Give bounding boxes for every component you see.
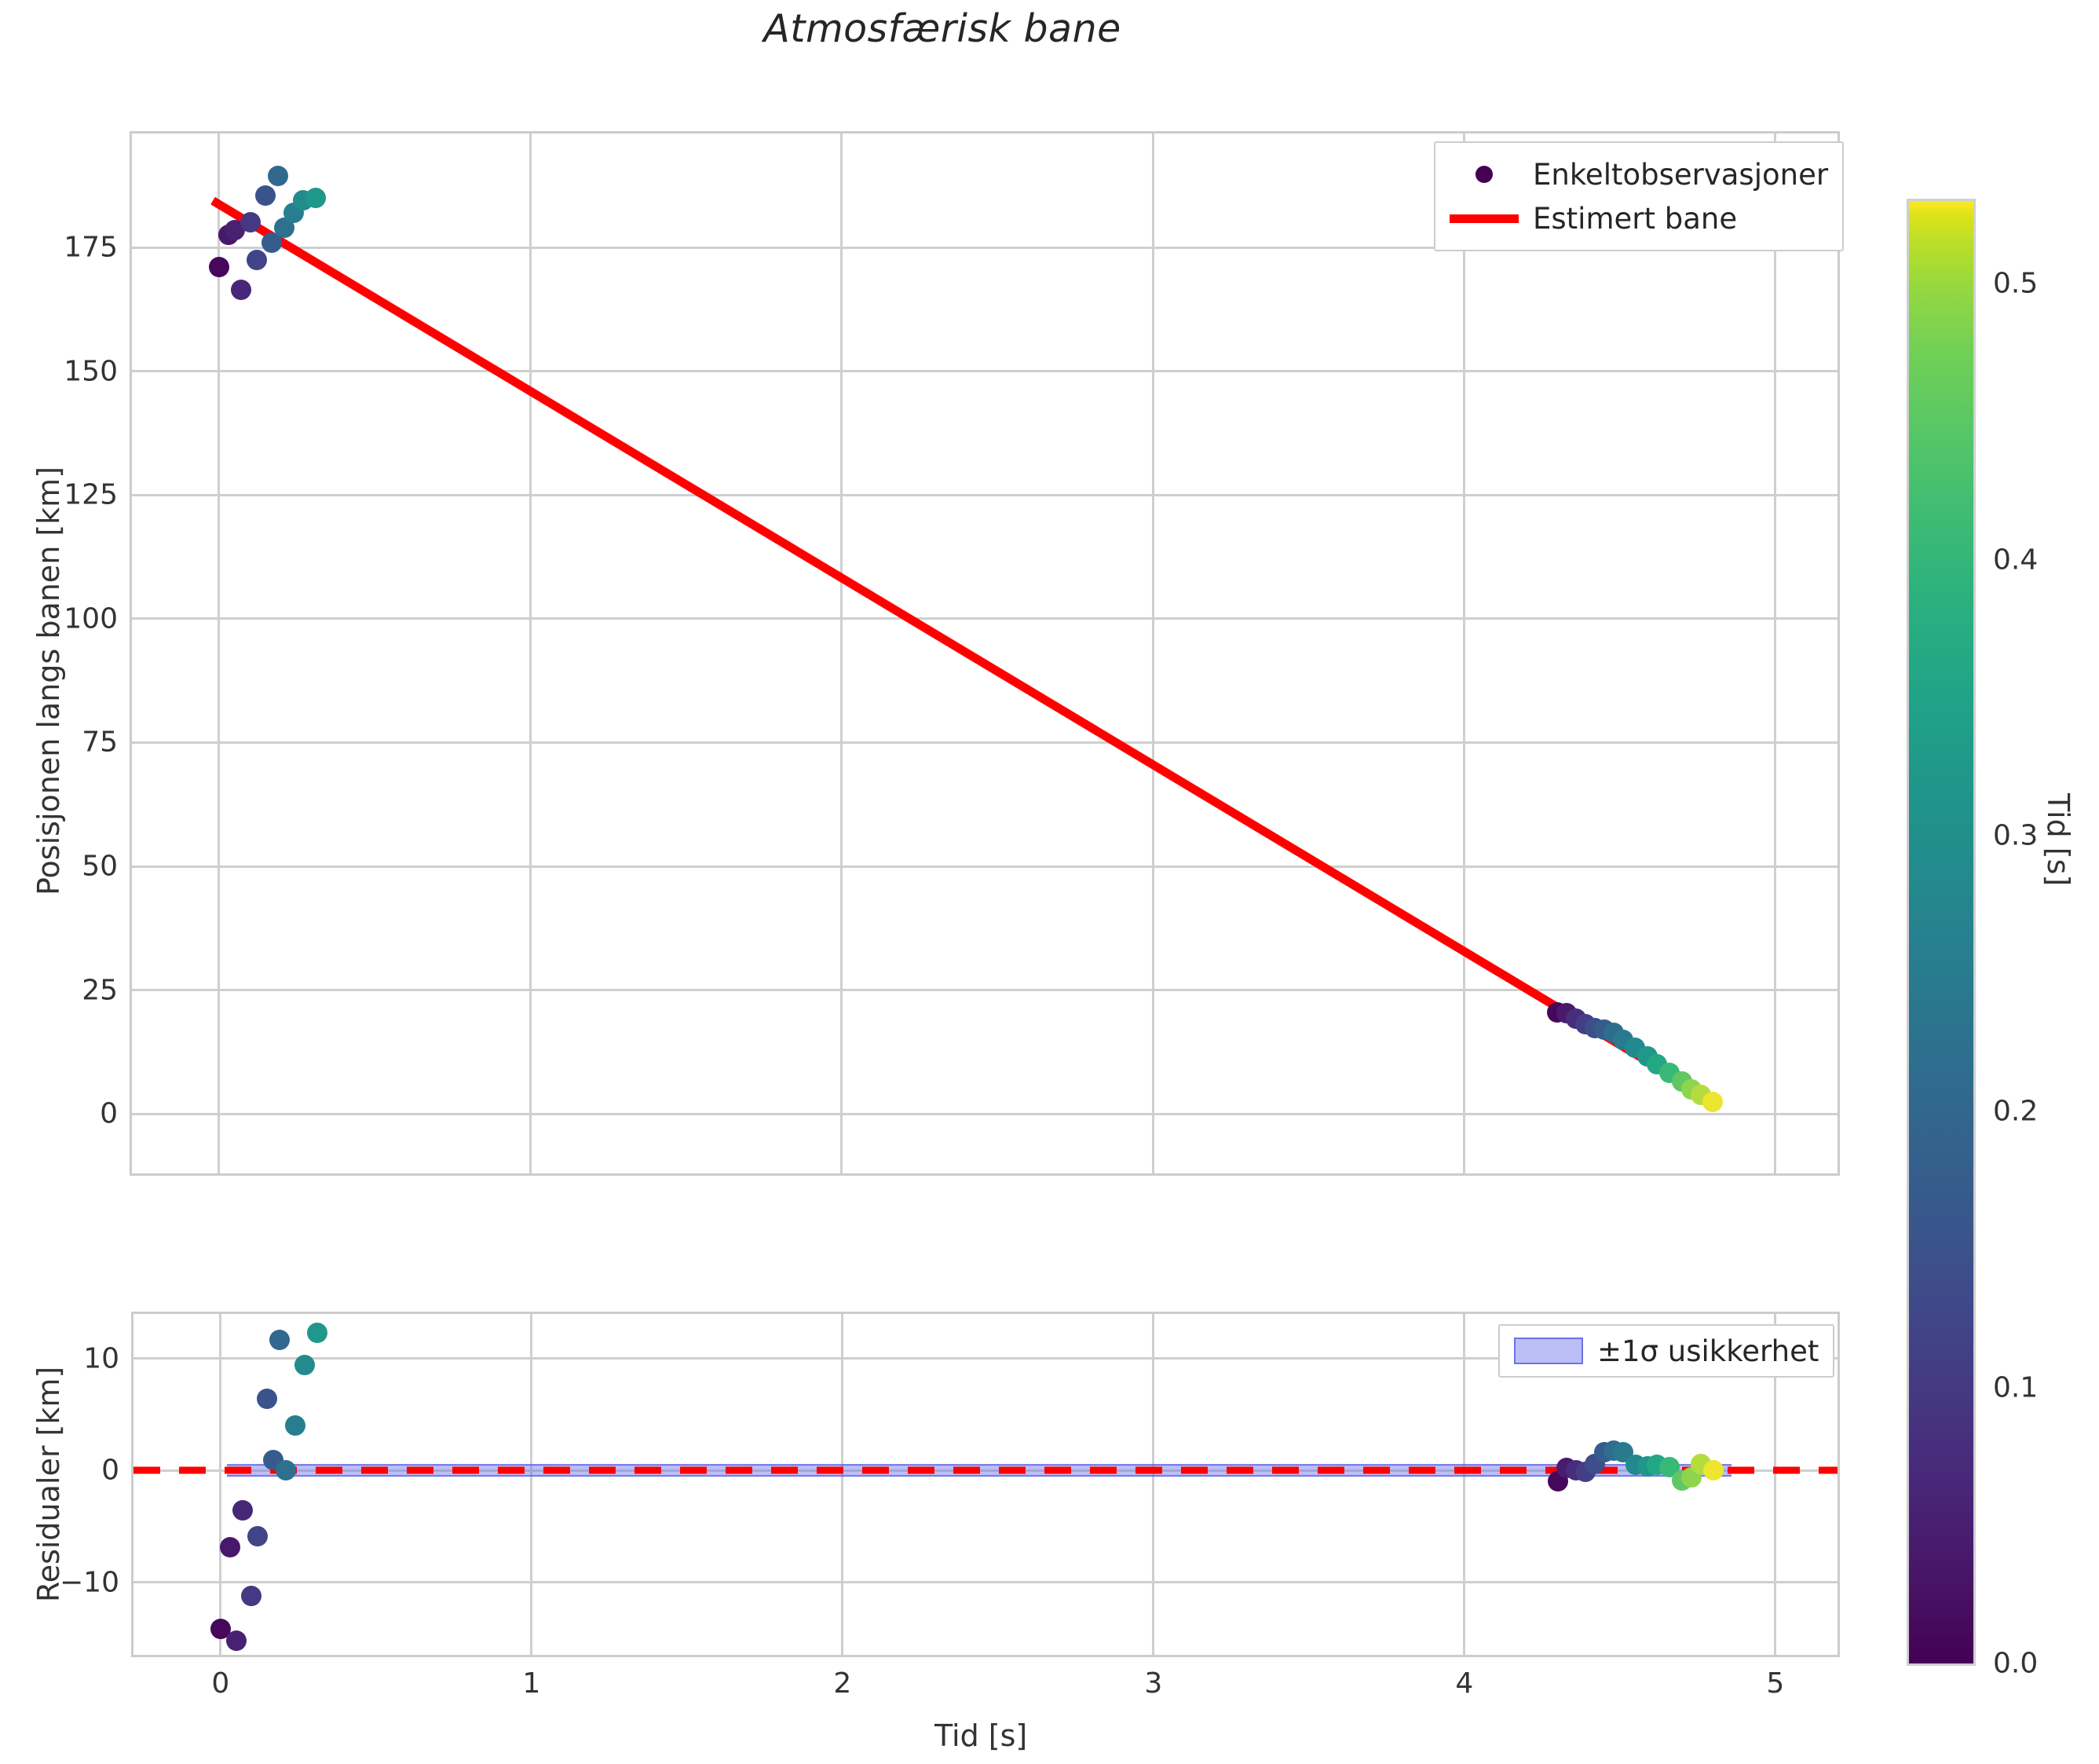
colorbar-label: Tid [s] — [2041, 793, 2075, 887]
gridline-vertical — [841, 1314, 844, 1655]
colorbar-tick-label: 0.1 — [1993, 1371, 2039, 1404]
main-plot-axes — [130, 131, 1840, 1176]
x-axis-label: Tid [s] — [934, 1718, 1028, 1753]
scatter-point — [246, 249, 267, 270]
scatter-point-icon — [1446, 166, 1522, 183]
colorbar-tick-label: 0.3 — [1993, 819, 2039, 852]
gridline-vertical — [1151, 134, 1154, 1173]
scatter-point — [247, 1526, 269, 1547]
y-tick-label: 100 — [64, 602, 118, 635]
gridline-vertical — [1774, 134, 1777, 1173]
y-tick-label: 0 — [100, 1097, 118, 1130]
gridline-vertical — [1463, 1314, 1466, 1655]
scatter-point — [219, 1537, 240, 1558]
legend-label-observations: Enkeltobservasjoner — [1533, 157, 1829, 192]
scatter-point — [269, 1329, 291, 1350]
y-tick-label: 50 — [82, 850, 118, 883]
scatter-point — [232, 1500, 253, 1521]
y-tick-label: 75 — [82, 726, 118, 759]
zero-reference-line — [133, 1466, 1838, 1474]
gridline-horizontal — [133, 1357, 1838, 1360]
y-tick-label: 10 — [83, 1342, 119, 1375]
scatter-point — [255, 185, 276, 206]
x-tick-label: 2 — [833, 1667, 852, 1700]
scatter-point — [284, 1415, 305, 1436]
gridline-horizontal — [132, 1112, 1838, 1115]
gridline-vertical — [530, 1314, 533, 1655]
gridline-horizontal — [133, 1581, 1838, 1583]
band-patch-icon — [1511, 1338, 1586, 1364]
gridline-vertical — [1462, 134, 1465, 1173]
scatter-point — [230, 279, 251, 300]
gridline-horizontal — [132, 989, 1838, 992]
y-tick-label: 150 — [64, 355, 118, 388]
line-icon — [1446, 214, 1522, 223]
legend-label-sigma-band: ±1σ usikkerhet — [1597, 1334, 1819, 1368]
estimated-trajectory-line — [210, 196, 1722, 1108]
scatter-point — [305, 187, 326, 208]
scatter-point — [1702, 1460, 1724, 1481]
scatter-point — [268, 165, 289, 186]
x-tick-label: 5 — [1766, 1667, 1785, 1700]
scatter-point — [276, 1460, 297, 1481]
gridline-vertical — [1774, 1314, 1777, 1655]
scatter-point — [294, 1355, 315, 1376]
gridline-horizontal — [132, 370, 1838, 373]
legend-label-fit-line: Estimert bane — [1533, 201, 1738, 236]
gridline-horizontal — [132, 493, 1838, 496]
gridline-horizontal — [132, 865, 1838, 868]
colorbar-tick-label: 0.2 — [1993, 1095, 2039, 1128]
y-tick-label: 25 — [82, 974, 118, 1007]
scatter-point — [257, 1389, 278, 1410]
gridline-horizontal — [132, 617, 1838, 620]
gridline-horizontal — [132, 246, 1838, 249]
scatter-point — [208, 257, 229, 278]
residual-legend: ±1σ usikkerhet — [1498, 1324, 1835, 1378]
x-tick-label: 0 — [211, 1667, 230, 1700]
colorbar-gradient — [1907, 199, 1976, 1666]
y-tick-label: 175 — [64, 231, 118, 264]
y-tick-label: 125 — [64, 478, 118, 511]
x-tick-label: 3 — [1144, 1667, 1163, 1700]
residual-y-axis-label: Residualer [km] — [31, 1366, 66, 1602]
scatter-point — [306, 1323, 327, 1344]
gridline-vertical — [528, 134, 532, 1173]
gridline-vertical — [840, 134, 843, 1173]
gridline-vertical — [219, 1314, 222, 1655]
main-plot-area — [132, 134, 1838, 1173]
gridline-vertical — [1152, 1314, 1155, 1655]
scatter-point — [1702, 1092, 1724, 1113]
gridline-vertical — [218, 134, 221, 1173]
main-y-axis-label: Posisjonen langs banen [km] — [31, 466, 66, 895]
legend-item-sigma-band: ±1σ usikkerhet — [1511, 1332, 1819, 1370]
colorbar-tick-label: 0.0 — [1993, 1647, 2039, 1680]
colorbar — [1907, 199, 1976, 1666]
legend-item-fit-line: Estimert bane — [1446, 196, 1828, 240]
scatter-point — [240, 212, 261, 233]
colorbar-tick-label: 0.5 — [1993, 267, 2039, 300]
x-tick-label: 4 — [1455, 1667, 1474, 1700]
main-legend: Enkeltobservasjoner Estimert bane — [1434, 141, 1845, 251]
y-tick-label: −10 — [60, 1566, 119, 1598]
colorbar-tick-label: 0.4 — [1993, 543, 2039, 576]
residual-plot-area — [133, 1314, 1838, 1655]
legend-item-observations: Enkeltobservasjoner — [1446, 152, 1828, 196]
scatter-point — [241, 1585, 262, 1606]
gridline-horizontal — [132, 741, 1838, 744]
page-title: Atmosfærisk bane — [763, 6, 1121, 51]
scatter-point — [225, 1630, 247, 1651]
y-tick-label: 0 — [101, 1454, 119, 1487]
x-tick-label: 1 — [522, 1667, 541, 1700]
